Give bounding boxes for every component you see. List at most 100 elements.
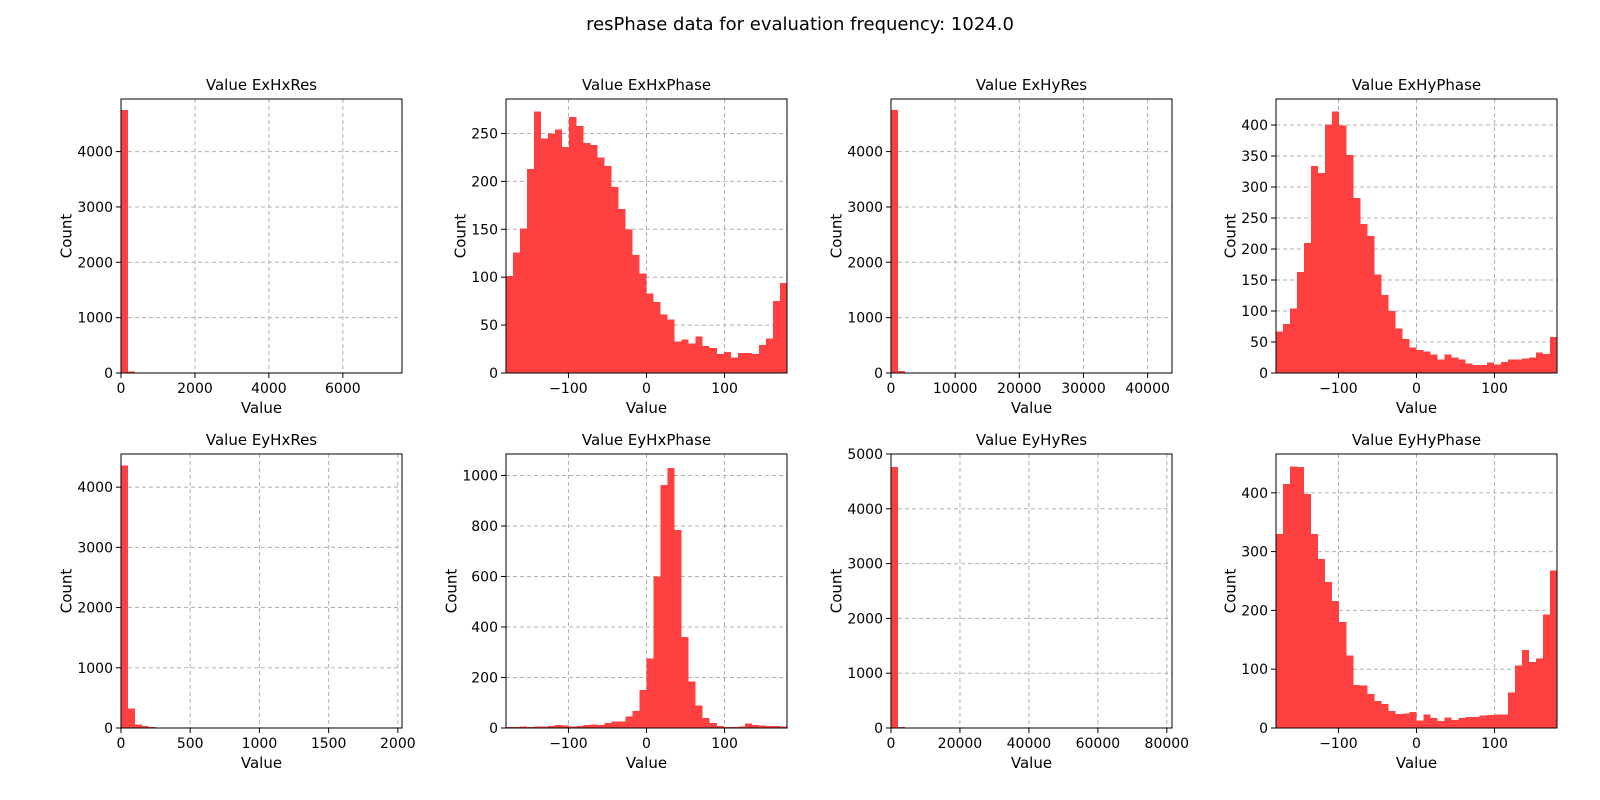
histogram-bar [1535,352,1543,373]
histogram-bar [674,529,682,728]
histogram-bar [597,157,605,373]
histogram-bar [534,111,542,374]
y-axis-label: Count [1221,569,1239,614]
histogram-bar [562,725,570,728]
x-tick-label: 0 [887,736,896,752]
x-tick-label: 100 [1481,736,1508,752]
x-axis-label: Value [1396,399,1437,417]
histogram-bar [1430,718,1438,728]
y-tick-label: 4000 [847,502,883,518]
x-tick-label: 20000 [997,381,1042,397]
histogram-bar [1367,693,1375,728]
histogram-bar [1521,649,1529,728]
histogram-bar [1374,700,1382,728]
histogram-bar [1353,685,1361,728]
histogram-bar [1514,665,1522,728]
histogram-bar [534,726,542,728]
y-tick-label: 3000 [847,200,883,216]
histogram-bar [681,339,689,373]
x-axis-label: Value [626,754,667,772]
y-tick-label: 1000 [77,661,113,677]
y-tick-label: 200 [1241,242,1268,258]
histogram-bar [1353,198,1361,373]
histogram-bar [653,576,661,728]
histogram-bar [646,658,654,728]
histogram-bar [681,637,689,728]
histogram-bar [583,143,591,373]
histogram-bar [898,370,906,373]
histogram-bar [555,129,563,373]
y-tick-label: 100 [1241,662,1268,678]
histogram-bar [541,726,549,728]
y-tick-label: 2000 [847,255,883,271]
y-tick-label: 0 [489,366,498,382]
x-tick-label: −100 [1319,736,1357,752]
histogram-bar [121,465,128,728]
histogram-bar [744,352,752,373]
x-tick-label: 40000 [1007,736,1052,752]
histogram-bar [1311,165,1319,373]
histogram-bar [1360,685,1368,728]
y-tick-label: 50 [480,318,498,334]
histogram-bar [758,345,766,373]
y-tick-label: 2000 [847,611,883,627]
histogram-bar [128,371,136,373]
histogram-bar [1318,172,1326,373]
histogram-bar [653,302,661,373]
histogram-bar [1381,294,1389,373]
x-tick-label: −100 [549,736,587,752]
subplot-value-eyhyphase: −100 0 100 0 100 200 300 400 Value EyHyPhase Valu… [1221,431,1558,772]
x-tick-label: 1500 [311,736,347,752]
histogram-bar [730,357,738,373]
histogram-bar [127,708,135,728]
histogram-bar [1437,359,1445,373]
histogram-bar [1381,703,1389,728]
subplot-value-exhyphase: −100 0 100 0 50 100 150 200 250 300 350 400 Value Ex… [1221,76,1558,417]
histogram-bar [604,166,612,373]
y-tick-label: 200 [471,670,498,686]
x-tick-label: 6000 [325,381,361,397]
histogram-bar [1304,242,1312,373]
histogram-bar [779,726,787,728]
histogram-bar [625,229,633,373]
histogram-bar [1339,622,1347,728]
y-tick-label: 0 [874,721,883,737]
figure-title: resPhase data for evaluation frequency: … [586,14,1014,35]
histogram-bar [1479,364,1487,373]
x-tick-label: 30000 [1061,381,1106,397]
histogram-bar [1276,533,1284,728]
histogram-bar [723,726,731,728]
x-tick-label: 0 [642,381,651,397]
y-tick-label: 0 [104,721,113,737]
histogram-bar [1458,359,1466,373]
subplot-title: Value ExHyRes [976,76,1087,94]
histogram-bar [555,724,563,728]
histogram-bar [569,117,577,374]
histogram-bar [527,726,535,728]
subplot-value-eyhxres: 0 500 1000 1500 2000 0 1000 2000 3000 4000 Value E… [57,431,415,772]
histogram-bar [639,273,647,373]
y-tick-label: 4000 [847,145,883,161]
histogram-bar [674,341,682,373]
y-axis-label: Count [827,214,845,259]
histogram-bar [660,485,668,728]
histogram-bar [702,717,710,728]
x-tick-label: 0 [1412,736,1421,752]
histogram-bar [1346,154,1354,373]
histogram-bar [141,726,149,728]
x-tick-label: 10000 [933,381,978,397]
histogram-bar [576,725,584,728]
histogram-bar [1325,582,1333,728]
histogram-bar [1367,236,1375,373]
histogram-bar [1507,692,1515,728]
y-tick-label: 400 [1241,118,1268,134]
histogram-bar [1458,718,1466,728]
histogram-bar [751,724,759,728]
histogram-bar [667,319,675,373]
y-axis-label: Count [1221,214,1239,259]
histogram-bar [716,725,724,728]
histogram-bar [1402,713,1410,728]
histogram-bar [1395,328,1403,373]
